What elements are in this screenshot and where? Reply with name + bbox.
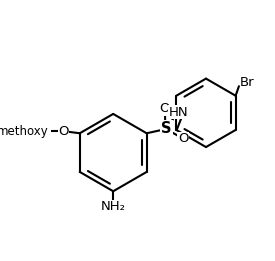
Text: O: O	[159, 103, 170, 115]
Text: NH₂: NH₂	[101, 200, 126, 213]
Text: O: O	[178, 132, 188, 145]
Text: O: O	[58, 124, 68, 138]
Text: S: S	[161, 121, 172, 136]
Text: methoxy: methoxy	[0, 124, 48, 138]
Text: Br: Br	[240, 76, 255, 89]
Text: HN: HN	[169, 106, 189, 119]
